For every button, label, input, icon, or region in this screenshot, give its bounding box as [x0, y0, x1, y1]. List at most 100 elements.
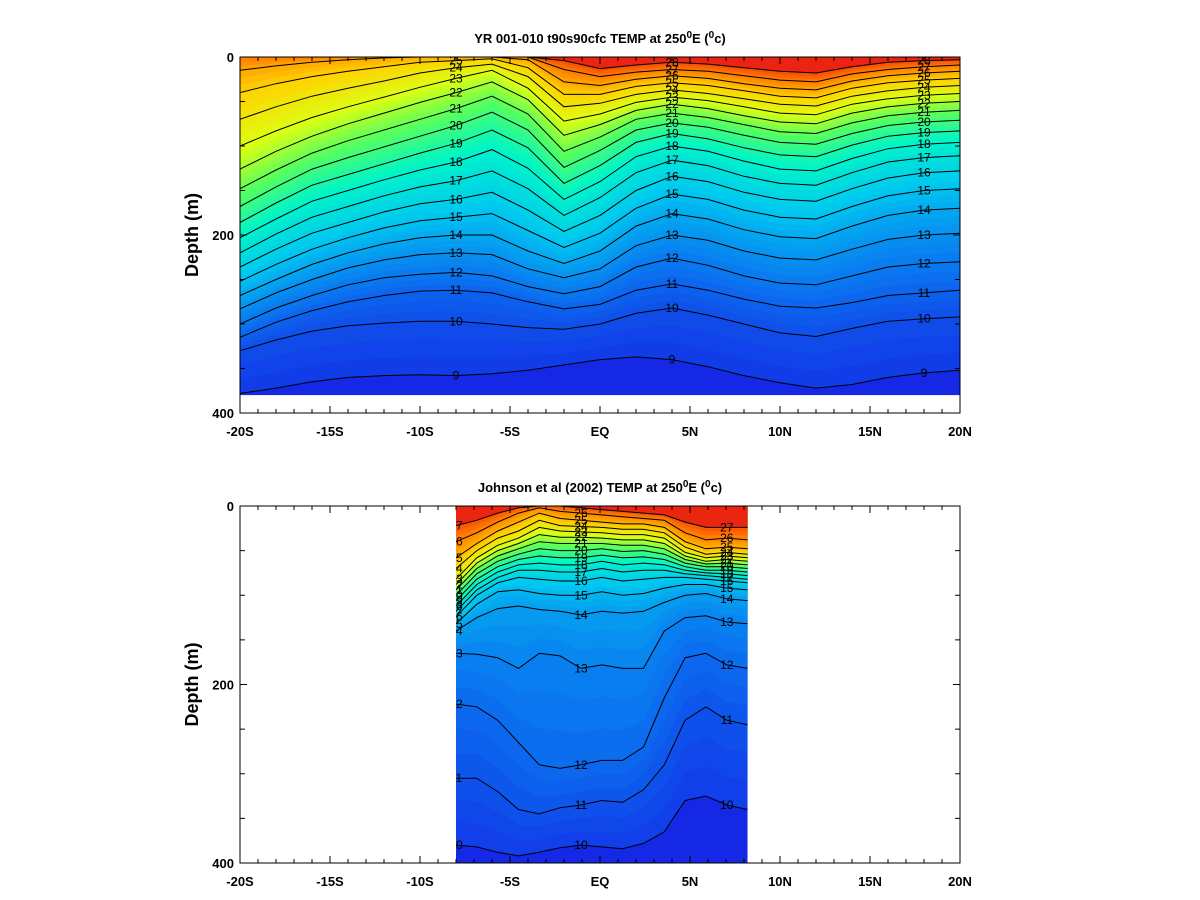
isotherm-label-17: 17 [917, 151, 931, 165]
isotherm-20 [240, 111, 960, 207]
isotherm-14 [456, 592, 748, 632]
isotherm-label-18: 18 [449, 155, 463, 169]
isotherm-label-18: 18 [720, 567, 734, 581]
isotherm-label-18: 18 [917, 137, 931, 151]
isotherm-label-21: 21 [574, 537, 588, 551]
x-tick-label: -15S [316, 424, 344, 439]
isotherm-label-24: 24 [665, 83, 679, 97]
isotherm-label-13: 13 [449, 646, 463, 660]
x-tick-label: 5N [682, 874, 699, 889]
isotherm-label-20: 20 [574, 544, 588, 558]
x-tick-label: 10N [768, 424, 792, 439]
isotherm-label-10: 10 [449, 838, 463, 852]
isotherm-label-20: 20 [720, 560, 734, 574]
isotherm-labels: 9 9 9 10 10 10 11 11 11 12 12 12 13 13 13 14 14 14 15 15 15 1… [449, 54, 931, 383]
chart-title: Johnson et al (2002) TEMP at 2500E (0c) [478, 479, 722, 496]
x-tick-label: -5S [500, 424, 521, 439]
isotherm-label-28: 28 [917, 54, 931, 68]
isotherm-label-21: 21 [665, 106, 679, 120]
x-tick-label: -10S [406, 424, 434, 439]
isotherm-label-11: 11 [666, 277, 679, 291]
isotherm-label-15: 15 [720, 581, 734, 595]
isotherm-13 [240, 232, 960, 310]
isotherm-label-21: 21 [449, 102, 463, 116]
isotherm-label-23: 23 [917, 88, 931, 102]
isotherm-label-11: 11 [575, 798, 588, 812]
isotherm-19 [456, 554, 748, 601]
isotherm-label-24: 24 [574, 520, 588, 534]
isotherm-label-11: 11 [450, 283, 463, 297]
isotherm-label-12: 12 [449, 697, 463, 711]
isotherm-label-14: 14 [720, 592, 734, 606]
isotherm-label-22: 22 [917, 96, 931, 110]
isotherm-25 [240, 58, 960, 99]
isotherm-11 [456, 706, 748, 815]
isotherm-label-25: 25 [449, 551, 463, 565]
isotherm-label-10: 10 [665, 301, 679, 315]
isotherm-label-18: 18 [449, 599, 463, 613]
isotherm-label-11: 11 [450, 771, 463, 785]
isotherm-label-21: 21 [449, 583, 463, 597]
isotherm-16 [456, 576, 748, 618]
isotherm-label-22: 22 [574, 530, 588, 544]
isotherm-27 [240, 57, 960, 83]
isotherm-27 [456, 506, 748, 528]
isotherm-16 [240, 170, 960, 268]
isotherm-14 [240, 207, 960, 296]
isotherm-label-20: 20 [665, 116, 679, 130]
isotherm-19 [240, 129, 960, 223]
isotherm-label-21: 21 [917, 105, 931, 119]
x-tick-label: 15N [858, 424, 882, 439]
chart-panel-2: 10 10101111111212121313131414141515151616… [182, 479, 972, 890]
isotherm-label-17: 17 [574, 565, 588, 579]
isotherm-15 [240, 188, 960, 282]
isotherm-label-24: 24 [449, 562, 463, 576]
isotherm-label-20: 20 [449, 119, 463, 133]
isotherm-label-12: 12 [574, 758, 588, 772]
isotherm-label-28: 28 [665, 55, 679, 69]
isotherm-label-9: 9 [921, 366, 928, 380]
isotherm-lines [456, 506, 748, 857]
isotherm-label-20: 20 [449, 588, 463, 602]
isotherm-17 [456, 567, 748, 612]
isotherm-20 [456, 548, 748, 596]
isotherm-label-22: 22 [449, 578, 463, 592]
isotherm-label-22: 22 [720, 553, 734, 567]
temperature-band-27.67 [456, 506, 748, 528]
isotherm-label-25: 25 [917, 73, 931, 87]
isotherm-label-27: 27 [917, 60, 931, 74]
isotherm-label-12: 12 [720, 658, 734, 672]
isotherm-label-17: 17 [720, 570, 734, 584]
isotherm-10 [456, 795, 748, 857]
isotherm-label-16: 16 [449, 610, 463, 624]
isotherm-label-13: 13 [665, 228, 679, 242]
isotherm-label-14: 14 [449, 228, 463, 242]
y-tick-label: 400 [212, 406, 234, 421]
isotherm-21 [456, 541, 748, 591]
isotherm-label-16: 16 [665, 169, 679, 183]
isotherm-26 [456, 507, 748, 543]
isotherm-label-19: 19 [449, 136, 463, 150]
isotherm-label-15: 15 [574, 588, 588, 602]
x-tick-label: -10S [406, 874, 434, 889]
isotherm-label-20: 20 [917, 115, 931, 129]
isotherm-13 [456, 615, 748, 669]
isotherm-label-24: 24 [720, 545, 734, 559]
isotherm-label-26: 26 [574, 506, 588, 520]
isotherm-label-13: 13 [449, 246, 463, 260]
isotherm-label-25: 25 [720, 540, 734, 554]
x-tick-label: -20S [226, 874, 254, 889]
isotherm-label-14: 14 [574, 608, 588, 622]
isotherm-label-23: 23 [449, 572, 463, 586]
isotherm-28 [240, 57, 960, 74]
isotherm-label-13: 13 [720, 615, 734, 629]
isotherm-label-24: 24 [449, 61, 463, 75]
isotherm-label-9: 9 [669, 353, 676, 367]
x-tick-label: EQ [591, 874, 610, 889]
isotherm-label-25: 25 [574, 513, 588, 527]
isotherm-label-17: 17 [449, 604, 463, 618]
isotherm-label-26: 26 [449, 535, 463, 549]
isotherm-24 [456, 519, 748, 569]
isotherm-24 [240, 63, 960, 120]
